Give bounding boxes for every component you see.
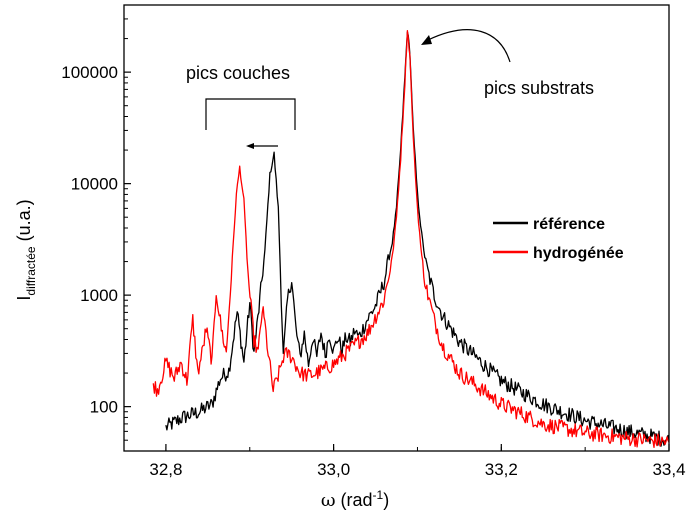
series-layer xyxy=(152,30,670,449)
substrate-arrow-head xyxy=(421,35,432,45)
y-axis-rest: (u.a.) xyxy=(14,199,34,246)
x-tick-label-2: 33,2 xyxy=(485,460,518,479)
x-axis-text: (rad xyxy=(336,490,373,510)
x-axis-title: ω (rad-1) xyxy=(321,488,389,511)
y-tick-label-1: 1000 xyxy=(80,286,118,305)
series-line-1 xyxy=(152,30,670,449)
substrate-peaks-annotation: pics substrats xyxy=(421,29,594,98)
y-axis-title: Idiffractée (u.a.) xyxy=(14,199,38,300)
x-axis-sup: -1 xyxy=(373,488,384,502)
tick-layer: 32,8 33,0 33,2 33,4 100 1000 10000 100000 xyxy=(61,4,686,479)
substrate-curved-arrow xyxy=(427,29,511,63)
x-axis-close: ) xyxy=(383,490,389,510)
x-tick-label-1: 33,0 xyxy=(317,460,350,479)
legend-label-reference: référence xyxy=(533,216,605,233)
annotation-pics-couches: pics couches xyxy=(186,63,290,83)
x-tick-label-3: 33,4 xyxy=(652,460,685,479)
layer-peaks-bracket xyxy=(205,98,296,130)
y-tick-label-0: 100 xyxy=(90,398,118,417)
y-tick-label-2: 10000 xyxy=(71,175,118,194)
y-axis-sub: diffractée xyxy=(24,246,38,295)
layer-peaks-annotation: pics couches xyxy=(186,63,296,149)
y-axis-main: I xyxy=(14,296,34,301)
legend: référence hydrogénée xyxy=(493,216,624,262)
x-axis-symbol: ω xyxy=(321,490,336,511)
shift-arrow-head xyxy=(246,143,254,149)
y-tick-label-3: 100000 xyxy=(61,63,118,82)
x-tick-label-0: 32,8 xyxy=(149,460,182,479)
annotation-pics-substrats: pics substrats xyxy=(484,78,594,98)
legend-label-hydrogenated: hydrogénée xyxy=(533,245,624,262)
series-line-0 xyxy=(165,31,670,447)
